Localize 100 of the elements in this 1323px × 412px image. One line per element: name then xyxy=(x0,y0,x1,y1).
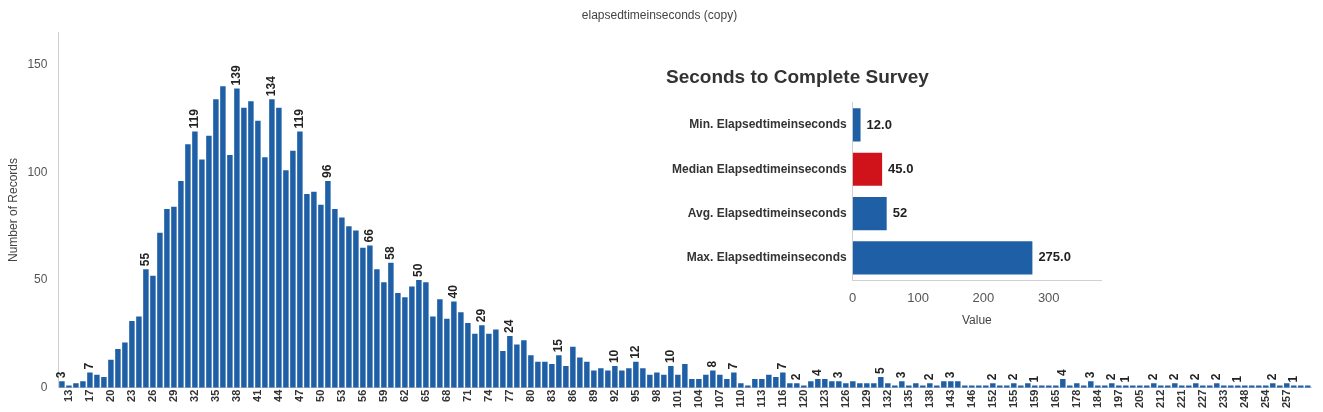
x-tick-label: 101 xyxy=(670,389,683,409)
data-label: 1 xyxy=(1230,375,1245,383)
data-label: 119 xyxy=(187,108,202,129)
bar xyxy=(852,108,861,142)
x-tick-label: 233 xyxy=(1216,389,1229,409)
x-tick-label: 62 xyxy=(397,389,410,402)
x-tick-label: 17 xyxy=(82,389,95,402)
x-tick-label: 35 xyxy=(208,389,221,402)
x-tick-label: 83 xyxy=(544,389,557,402)
data-label: 134 xyxy=(264,75,279,97)
x-tick-label: 50 xyxy=(313,389,326,402)
x-tick-label: 53 xyxy=(334,389,347,402)
data-label: 3 xyxy=(831,371,846,379)
data-label: 15 xyxy=(551,338,566,353)
data-label: 40 xyxy=(446,284,461,299)
x-tick-label: 13 xyxy=(61,389,74,402)
x-tick-label: 26 xyxy=(145,389,158,402)
data-label: 66 xyxy=(362,228,377,243)
x-tick-label: 74 xyxy=(481,388,494,402)
x-axis-title: Value xyxy=(961,313,993,328)
x-tick-label: 116 xyxy=(775,389,788,408)
data-label: 7 xyxy=(82,362,97,370)
x-tick-label: 132 xyxy=(880,389,893,409)
x-tick-label: 100 xyxy=(907,290,929,306)
x-tick-label: 200 xyxy=(972,290,995,306)
y-tick-label: Median Elapsedtimeinseconds xyxy=(672,161,848,176)
data-label: 139 xyxy=(229,65,244,86)
x-tick-label: 113 xyxy=(754,389,767,408)
x-tick-label: 44 xyxy=(271,388,284,402)
y-tick-label: Avg. Elapsedtimeinseconds xyxy=(687,205,848,220)
x-tick-label: 71 xyxy=(460,389,473,402)
y-tick-label: 50 xyxy=(34,272,48,287)
x-tick-label: 212 xyxy=(1153,389,1166,409)
x-tick-label: 110 xyxy=(733,389,746,408)
data-label: 1 xyxy=(1118,375,1133,383)
data-label: 2 xyxy=(985,373,1000,381)
chart-title: elapsedtimeinseconds (copy) xyxy=(581,7,738,22)
data-label: 5 xyxy=(873,366,888,374)
data-label: 1 xyxy=(1027,375,1042,383)
x-tick-label: 86 xyxy=(565,389,578,402)
x-tick-label: 159 xyxy=(1027,389,1040,409)
x-tick-label: 143 xyxy=(943,389,956,409)
bar xyxy=(852,196,887,231)
data-label: 24 xyxy=(502,319,517,333)
x-tick-label: 165 xyxy=(1048,389,1061,409)
x-tick-label: 146 xyxy=(964,389,977,409)
data-label: 2 xyxy=(789,373,804,381)
x-tick-label: 155 xyxy=(1006,389,1019,409)
x-tick-label: 126 xyxy=(838,389,851,409)
x-tick-label: 41 xyxy=(250,389,263,402)
x-tick-label: 104 xyxy=(691,388,704,409)
data-label: 2 xyxy=(1188,373,1203,381)
x-tick-label: 123 xyxy=(817,389,830,409)
x-tick-label: 23 xyxy=(124,389,137,402)
x-tick-label: 257 xyxy=(1279,389,1292,409)
x-tick-label: 248 xyxy=(1237,389,1250,409)
x-tick-label: 98 xyxy=(649,389,662,402)
x-tick-label: 92 xyxy=(607,389,620,402)
data-label: 55 xyxy=(138,252,153,267)
data-label: 4 xyxy=(1055,369,1070,377)
x-tick-label: 152 xyxy=(985,389,998,409)
data-label: 275.0 xyxy=(1038,249,1071,265)
x-tick-label: 32 xyxy=(187,389,200,402)
data-label: 2 xyxy=(922,373,937,381)
data-label: 4 xyxy=(810,369,825,377)
data-label: 7 xyxy=(726,362,741,370)
x-tick-label: 59 xyxy=(376,389,389,402)
x-tick-label: 135 xyxy=(901,389,914,409)
data-label: 1 xyxy=(1286,375,1301,383)
x-tick-label: 20 xyxy=(103,389,116,402)
x-tick-label: 38 xyxy=(229,389,242,402)
x-tick-label: 80 xyxy=(523,389,536,402)
data-label: 96 xyxy=(320,164,335,178)
data-label: 52 xyxy=(892,205,908,221)
x-tick-label: 95 xyxy=(628,389,641,402)
data-label: 2 xyxy=(1104,373,1119,381)
data-label: 8 xyxy=(705,360,720,368)
data-label: 2 xyxy=(1146,373,1161,381)
data-label: 2 xyxy=(1265,373,1280,381)
x-tick-label: 120 xyxy=(796,389,809,409)
x-tick-label: 129 xyxy=(859,389,872,409)
x-tick-label: 221 xyxy=(1174,389,1187,409)
data-label: 2 xyxy=(1006,373,1021,381)
x-tick-label: 254 xyxy=(1258,388,1271,409)
x-tick-label: 29 xyxy=(166,389,179,402)
data-label: 10 xyxy=(663,349,678,364)
x-tick-label: 178 xyxy=(1069,389,1082,409)
x-tick-label: 89 xyxy=(586,389,599,402)
x-tick-label: 77 xyxy=(502,389,515,402)
data-label: 119 xyxy=(292,108,307,129)
y-tick-label: Min. Elapsedtimeinseconds xyxy=(689,117,848,132)
data-label: 29 xyxy=(474,308,489,323)
x-tick-label: 68 xyxy=(439,389,452,402)
data-label: 3 xyxy=(894,371,909,379)
data-label: 3 xyxy=(54,371,69,379)
data-label: 10 xyxy=(607,349,622,364)
y-axis-title: Number of Records xyxy=(5,158,20,263)
x-tick-label: 56 xyxy=(355,389,368,402)
x-tick-label: 65 xyxy=(418,389,431,402)
data-label: 45.0 xyxy=(888,160,914,176)
